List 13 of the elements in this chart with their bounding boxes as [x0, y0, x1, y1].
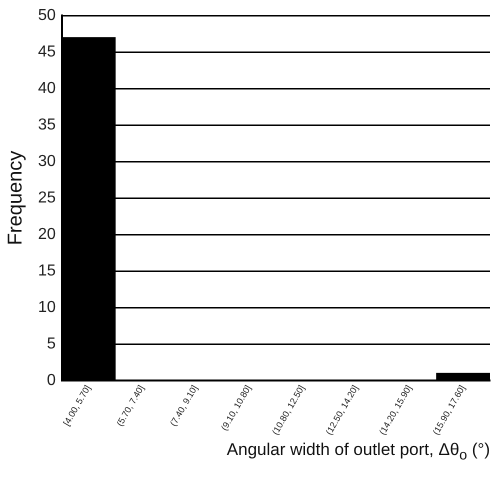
y-tick-label: 35 [38, 116, 56, 134]
y-axis-title: Frequency [4, 150, 27, 246]
y-tick-label: 10 [38, 298, 56, 316]
y-tick-label: 5 [46, 335, 56, 352]
y-tick-label: 45 [38, 43, 56, 60]
y-tick-label: 0 [46, 372, 56, 389]
y-tick-label: 50 [38, 7, 56, 24]
y-tick-label: 40 [38, 80, 56, 97]
y-tick-label: 30 [38, 152, 56, 170]
y-tick-label: 15 [38, 262, 56, 280]
y-tick-label: 25 [38, 189, 56, 206]
y-tick-label: 20 [38, 226, 56, 243]
x-axis-title: Angular width of outlet port, Δθ$_{o}$ (°) [226, 440, 490, 464]
